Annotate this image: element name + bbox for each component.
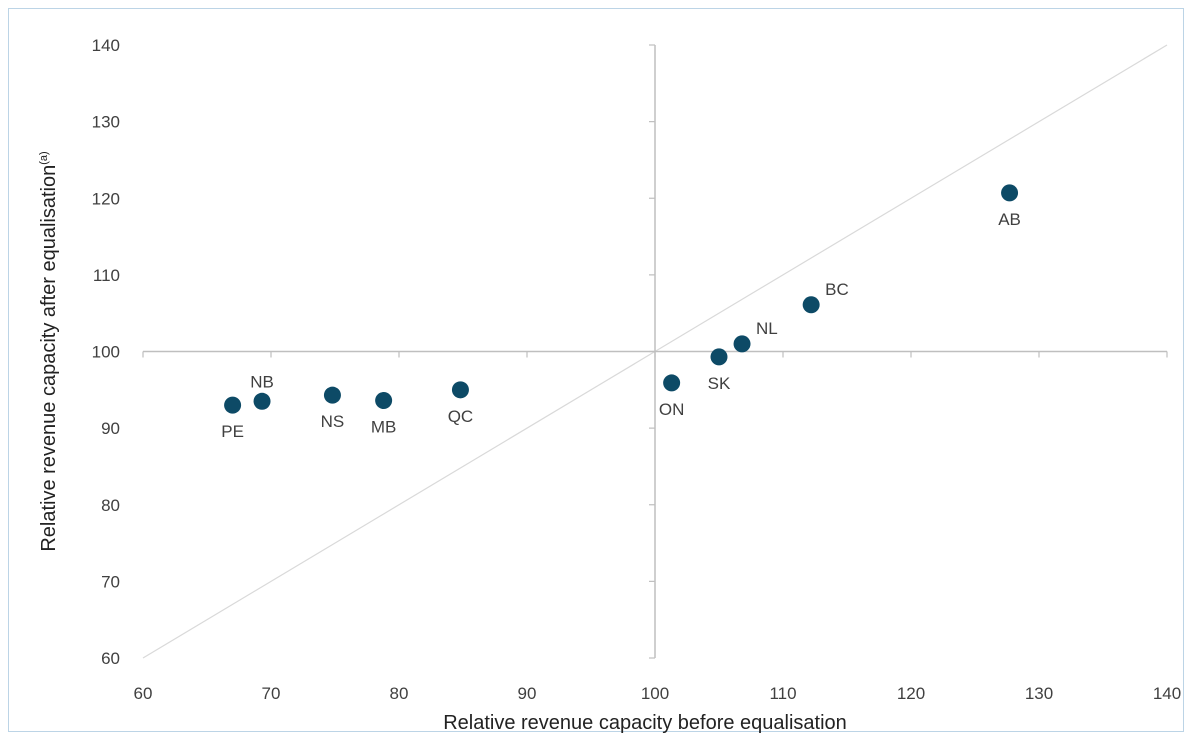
- y-tick-label: 70: [101, 572, 120, 591]
- x-tick-label: 120: [897, 684, 925, 703]
- chart-frame: [8, 8, 1184, 732]
- x-axis-title: Relative revenue capacity before equalis…: [443, 712, 847, 734]
- point-qc: [451, 381, 469, 399]
- point-label-on: ON: [659, 400, 685, 419]
- y-tick-label: 60: [101, 649, 120, 668]
- point-label-qc: QC: [448, 407, 474, 426]
- y-tick-label: 120: [92, 189, 120, 208]
- point-on: [663, 374, 681, 392]
- point-label-pe: PE: [221, 422, 244, 441]
- point-sk: [710, 348, 728, 366]
- point-ab: [1001, 184, 1019, 202]
- point-label-nl: NL: [756, 319, 778, 338]
- x-tick-label: 130: [1025, 684, 1053, 703]
- y-axis-title-superscript: (a): [38, 151, 50, 164]
- point-label-ns: NS: [321, 412, 345, 431]
- point-label-mb: MB: [371, 418, 397, 437]
- point-ns: [323, 386, 341, 404]
- x-tick-label: 80: [390, 684, 409, 703]
- point-mb: [375, 392, 393, 410]
- y-tick-label: 90: [101, 419, 120, 438]
- x-tick-label: 100: [641, 684, 669, 703]
- point-pe: [224, 396, 242, 414]
- y-tick-label: 140: [92, 36, 120, 55]
- point-label-sk: SK: [708, 374, 731, 393]
- y-axis-title: Relative revenue capacity after equalisa…: [38, 151, 60, 551]
- x-tick-label: 70: [262, 684, 281, 703]
- point-nl: [733, 335, 751, 353]
- y-tick-label: 130: [92, 113, 120, 132]
- y-tick-label: 100: [92, 343, 120, 362]
- y-axis-title-text: Relative revenue capacity after equalisa…: [38, 165, 60, 552]
- y-tick-label: 110: [93, 266, 120, 285]
- x-tick-label: 60: [134, 684, 153, 703]
- point-bc: [802, 296, 820, 314]
- x-tick-label: 140: [1153, 684, 1181, 703]
- y-tick-label: 80: [101, 496, 120, 515]
- point-label-nb: NB: [250, 372, 274, 391]
- x-tick-label: 110: [769, 684, 796, 703]
- point-nb: [253, 392, 271, 410]
- point-label-ab: AB: [998, 210, 1021, 229]
- point-label-bc: BC: [825, 280, 849, 299]
- x-tick-label: 90: [518, 684, 537, 703]
